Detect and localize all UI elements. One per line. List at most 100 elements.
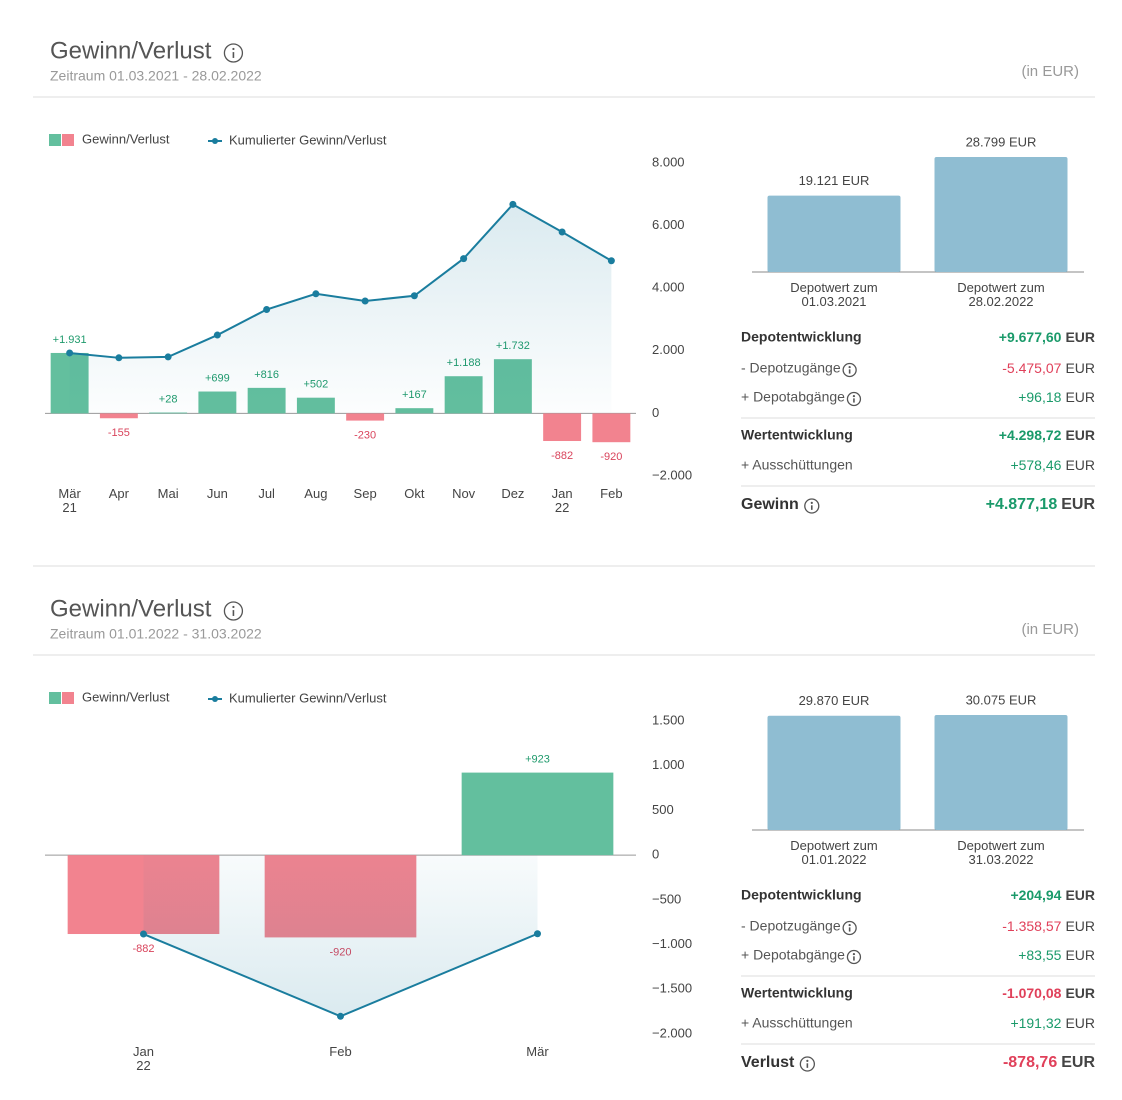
info-dot	[848, 365, 851, 369]
info-dot	[810, 501, 813, 504]
y-tick-label: 2.000	[652, 342, 685, 357]
unit: (in EUR)	[1021, 63, 1079, 80]
bar	[346, 413, 385, 421]
line-point	[410, 292, 418, 300]
row-value: -5.475,07 EUR	[1002, 360, 1095, 376]
row-value: -878,76 EUR	[1003, 1054, 1095, 1071]
info-circle	[846, 949, 862, 965]
bar	[99, 413, 138, 419]
y-tick-label: 4.000	[652, 280, 685, 295]
info-icon	[846, 391, 862, 407]
info-circle	[846, 391, 862, 407]
data-label: +923	[525, 754, 550, 766]
line-point	[534, 930, 541, 938]
row-value: +204,94 EUR	[1010, 887, 1095, 903]
info-circle	[804, 498, 820, 514]
y-tick-label: −2.000	[652, 467, 692, 482]
data-label: -920	[600, 451, 622, 463]
legend-label: Gewinn/Verlust	[82, 131, 170, 146]
row-amount: +204,94	[1010, 887, 1061, 903]
legend-swatch	[62, 692, 74, 704]
info-dot	[806, 1059, 809, 1062]
data-label: 30.075 EUR	[966, 692, 1037, 707]
bar	[461, 772, 614, 856]
x-tick-label: Dez	[501, 486, 525, 501]
row-amount: +4.877,18	[986, 496, 1058, 513]
line-point	[66, 349, 74, 357]
line-point	[607, 257, 615, 265]
row-currency: EUR	[1061, 496, 1095, 513]
info-icon	[804, 498, 820, 514]
legend-swatch	[62, 134, 74, 146]
info-circle	[842, 362, 857, 378]
info-circle	[799, 1056, 816, 1072]
legend-swatch	[49, 134, 61, 146]
row-value: +9.677,60 EUR	[999, 329, 1095, 345]
y-tick-label: 500	[652, 802, 674, 817]
x-tick-label: Depotwert zum 01.03.2021	[790, 280, 878, 309]
info-dot	[848, 923, 851, 927]
info-dot	[852, 952, 856, 956]
bar	[934, 157, 1068, 272]
line-point	[337, 1012, 344, 1020]
legend-dot	[212, 696, 218, 702]
info-icon	[223, 43, 244, 63]
row-value: +4.298,72 EUR	[999, 427, 1095, 443]
row-label: - Depotzugänge	[741, 918, 841, 934]
row-currency: EUR	[1065, 329, 1095, 345]
line-point	[558, 228, 566, 236]
row-amount: +96,18	[1018, 389, 1061, 405]
panel-title: Gewinn/Verlust	[50, 595, 212, 622]
row-amount: -878,76	[1003, 1054, 1057, 1071]
y-tick-label: 1.500	[652, 712, 685, 727]
row-currency: EUR	[1065, 360, 1095, 376]
x-tick-label: Nov	[452, 486, 476, 501]
line-area	[143, 855, 538, 1017]
info-icon	[223, 601, 244, 621]
row-label: + Depotabgänge	[741, 947, 845, 963]
info-dot	[852, 394, 856, 398]
info-circle	[223, 43, 244, 63]
data-label: -882	[551, 450, 573, 462]
line-point	[140, 930, 147, 938]
x-tick-label: Sep	[353, 486, 377, 501]
line-point	[312, 290, 320, 298]
row-label: + Ausschüttungen	[741, 457, 853, 473]
x-tick-label: Depotwert zum 01.01.2022	[790, 838, 878, 867]
row-amount: -1.358,57	[1002, 918, 1061, 934]
x-tick-label: Okt	[404, 486, 425, 501]
bar	[767, 715, 901, 830]
row-amount: +191,32	[1010, 1015, 1061, 1031]
y-tick-label: −1.000	[652, 936, 692, 951]
row-value: +191,32 EUR	[1010, 1015, 1095, 1031]
legend-dot	[212, 138, 218, 144]
row-currency: EUR	[1065, 457, 1095, 473]
y-tick-label: 0	[652, 847, 659, 862]
row-amount: -1.070,08	[1002, 985, 1061, 1001]
row-value: +4.877,18 EUR	[986, 496, 1096, 513]
x-tick-label: Mai	[157, 486, 179, 501]
line-point	[164, 353, 172, 361]
info-icon	[842, 920, 857, 936]
info-icon	[799, 1056, 816, 1072]
x-tick-label: Apr	[108, 486, 129, 501]
row-label: - Depotzugänge	[741, 360, 841, 376]
y-tick-label: 8.000	[652, 154, 685, 169]
row-currency: EUR	[1061, 1054, 1095, 1071]
x-tick-label: Mär 21	[58, 486, 81, 515]
line	[69, 203, 612, 359]
row-amount: +9.677,60	[999, 329, 1062, 345]
row-label: + Ausschüttungen	[741, 1015, 853, 1031]
line-point	[361, 297, 369, 305]
info-circle	[223, 601, 244, 621]
x-tick-label: Feb	[329, 1044, 352, 1059]
x-tick-label: Aug	[304, 486, 328, 501]
row-label: Depotentwicklung	[741, 329, 862, 345]
row-value: -1.358,57 EUR	[1002, 918, 1095, 934]
data-label: -155	[108, 427, 130, 439]
row-value: +578,46 EUR	[1010, 457, 1095, 473]
y-tick-label: 6.000	[652, 217, 685, 232]
data-label: -230	[354, 430, 376, 442]
legend-label: Gewinn/Verlust	[82, 689, 170, 704]
